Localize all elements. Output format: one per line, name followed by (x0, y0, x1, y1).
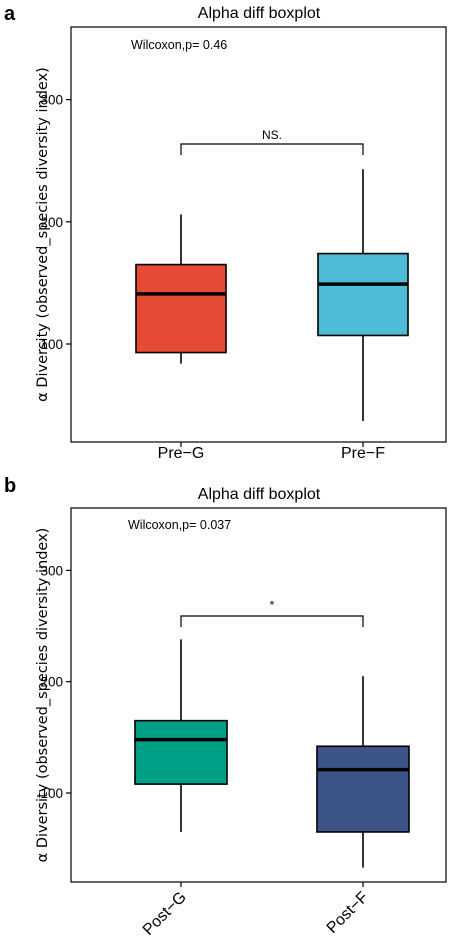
panel-a-significance-bracket (180, 143, 364, 155)
panel-b-wilcoxon-annotation: Wilcoxon,p= 0.037 (128, 518, 231, 532)
panel-b-significance-bracket (180, 615, 364, 627)
panel-a: a Alpha diff boxplot Wilcoxon,p= 0.46 α … (4, 3, 447, 462)
panel-b-x-tick-label-postf: Post−F (324, 889, 372, 937)
panel-a-y-tick-label-200: 200 (40, 215, 63, 230)
panel-b-x-tick-label-postg: Post−G (140, 889, 190, 939)
panel-b-box-postf (316, 745, 410, 833)
panel-a-y-axis-label: α Diversity (observed_species diversity … (35, 67, 51, 402)
panel-b-letter: b (4, 475, 16, 497)
panel-b-significance-label: * (270, 598, 275, 612)
panel-a-y-tick-label-300: 300 (40, 93, 63, 108)
panel-b-y-tick-label-200: 200 (40, 675, 63, 690)
panel-b-y-axis-label: α Diversity (observed_species diversity … (35, 528, 51, 863)
panel-a-significance-label: NS. (262, 128, 282, 142)
panel-a-wilcoxon-annotation: Wilcoxon,p= 0.46 (131, 38, 227, 52)
panel-a-title: Alpha diff boxplot (198, 5, 321, 22)
panel-b-y-tick-label-300: 300 (40, 563, 63, 578)
panel-b: b Alpha diff boxplot Wilcoxon,p= 0.037 α… (4, 475, 447, 939)
panel-a-x-tick-label-pref: Pre−F (341, 445, 385, 462)
panel-b-plot-border (70, 507, 447, 883)
panel-a-box-preg (135, 263, 227, 354)
panel-a-plot-border (70, 26, 447, 443)
panel-b-box-postg (134, 719, 228, 785)
panel-b-y-tick-label-100: 100 (40, 786, 63, 801)
panel-b-chart-marks: 100 200 300 Post−G Post−F * (40, 563, 410, 939)
panel-a-y-tick-label-100: 100 (40, 337, 63, 352)
panel-b-title: Alpha diff boxplot (198, 486, 321, 503)
panel-a-chart-marks: 100 200 300 Pre−G Pre−F NS. (40, 93, 409, 462)
panel-a-box-pref (317, 252, 409, 337)
panel-a-x-tick-label-preg: Pre−G (158, 445, 205, 462)
panel-a-letter: a (4, 3, 16, 25)
